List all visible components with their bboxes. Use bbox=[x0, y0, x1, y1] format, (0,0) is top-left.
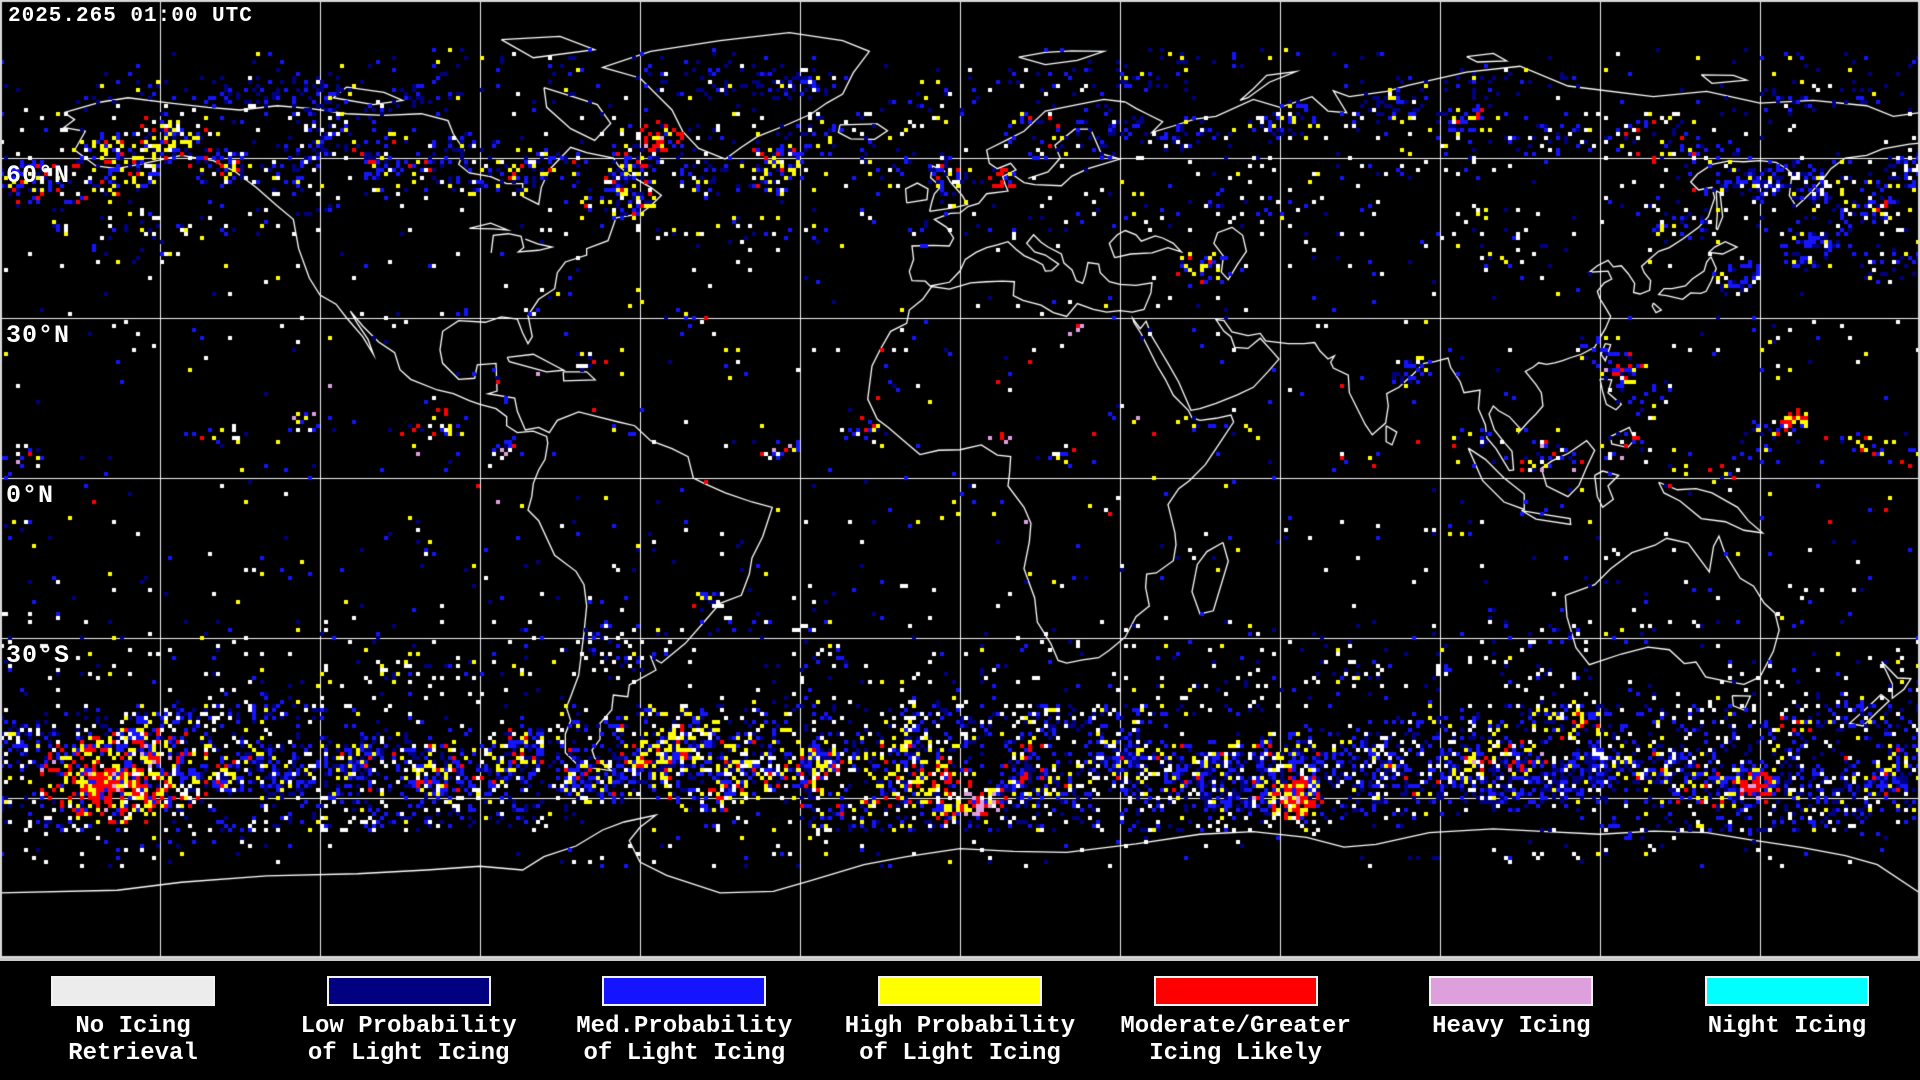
legend-item: High Probability of Light Icing bbox=[837, 961, 1083, 1080]
legend-swatch bbox=[326, 976, 491, 1006]
legend-label-line1: Low Probability bbox=[300, 1013, 517, 1040]
legend-label-line1: Heavy Icing bbox=[1432, 1013, 1591, 1040]
legend-swatch bbox=[1704, 976, 1869, 1006]
legend-label-line2: of Light Icing bbox=[859, 1040, 1061, 1067]
map-area: 2025.265 01:00 UTC 60°N 30°N 0°N 30°S bbox=[0, 0, 1920, 958]
legend-swatch bbox=[51, 976, 215, 1006]
map-legend-separator bbox=[0, 958, 1920, 961]
legend-label-line1: Med.Probability bbox=[576, 1013, 793, 1040]
timestamp-label: 2025.265 01:00 UTC bbox=[8, 5, 253, 28]
lat-label-60n: 60°N bbox=[6, 161, 71, 190]
legend-label-line2: of Light Icing bbox=[583, 1040, 786, 1067]
legend-item: Heavy Icing bbox=[1388, 961, 1634, 1080]
legend-swatch bbox=[1153, 976, 1318, 1006]
lat-label-30n: 30°N bbox=[6, 321, 71, 350]
legend-label-line1: High Probability bbox=[844, 1013, 1076, 1040]
legend: No Icing Retrieval Low Probability of Li… bbox=[0, 961, 1920, 1080]
lat-label-0n: 0°N bbox=[6, 481, 55, 510]
legend-label-line1: No Icing bbox=[75, 1013, 191, 1040]
legend-item: Low Probability of Light Icing bbox=[286, 961, 532, 1080]
legend-item: Med.Probability of Light Icing bbox=[561, 961, 807, 1080]
legend-swatch bbox=[1429, 976, 1594, 1006]
legend-label-line1: Moderate/Greater bbox=[1120, 1013, 1351, 1040]
legend-item: Night Icing bbox=[1664, 961, 1910, 1080]
legend-item: No Icing Retrieval bbox=[10, 961, 256, 1080]
legend-label-line2: Icing Likely bbox=[1149, 1040, 1323, 1067]
legend-label-line2: Retrieval bbox=[68, 1040, 198, 1067]
legend-label-line2: of Light Icing bbox=[307, 1040, 510, 1067]
lat-label-30s: 30°S bbox=[6, 641, 71, 670]
world-map-canvas bbox=[0, 0, 1920, 958]
legend-item: Moderate/Greater Icing Likely bbox=[1113, 961, 1359, 1080]
legend-swatch bbox=[877, 976, 1042, 1006]
legend-swatch bbox=[602, 976, 767, 1006]
legend-label-line1: Night Icing bbox=[1707, 1013, 1867, 1040]
